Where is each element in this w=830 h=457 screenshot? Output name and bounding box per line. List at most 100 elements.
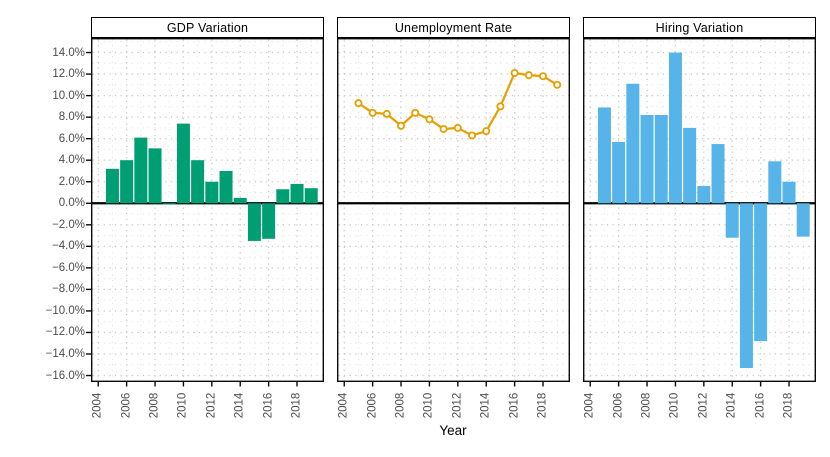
x-tick-label: 2012 <box>205 392 218 419</box>
data-point <box>397 121 406 130</box>
bar <box>276 189 290 204</box>
x-tick-label: 2004 <box>91 392 104 419</box>
bar <box>668 52 682 204</box>
data-point <box>439 124 448 133</box>
y-tick-label: −12.0% <box>45 326 85 339</box>
bar <box>219 170 233 204</box>
panel-gdp-variation <box>90 37 325 387</box>
data-point <box>411 108 420 117</box>
bar <box>191 160 205 204</box>
y-tick-label: 2.0% <box>58 175 85 188</box>
panel-border <box>582 37 817 383</box>
bar <box>597 107 611 204</box>
x-tick-label: 2010 <box>668 392 681 419</box>
x-tick-label: 2006 <box>120 392 133 419</box>
bar <box>725 203 739 238</box>
x-tick-label: 2016 <box>262 392 275 419</box>
panel-hiring-variation <box>582 37 817 387</box>
y-tick-label: −10.0% <box>45 304 85 317</box>
x-tick-label: 2008 <box>148 392 161 419</box>
data-point <box>482 127 491 136</box>
y-tick-label: 6.0% <box>58 132 85 145</box>
y-tick-label: −8.0% <box>52 283 85 296</box>
panel-unemployment-rate <box>336 37 571 387</box>
facet-title: Unemployment Rate <box>394 20 513 35</box>
bar <box>205 181 219 204</box>
bar <box>654 114 668 204</box>
data-point <box>524 71 533 80</box>
bar <box>754 203 768 342</box>
bar <box>612 141 626 204</box>
bar <box>105 168 119 204</box>
x-tick-label: 2006 <box>366 392 379 419</box>
y-tick-label: −14.0% <box>45 348 85 360</box>
panel-border <box>90 37 325 383</box>
data-point <box>539 72 548 81</box>
x-axis-title: Year <box>439 423 467 438</box>
y-tick-label: 10.0% <box>52 89 85 102</box>
bar <box>176 123 190 204</box>
x-tick-label: 2006 <box>612 392 625 419</box>
bar <box>796 203 810 237</box>
x-tick-label: 2008 <box>640 392 653 419</box>
bar <box>120 160 134 204</box>
y-tick-label: 12.0% <box>52 68 85 81</box>
facet-title: Hiring Variation <box>655 20 744 35</box>
y-tick-label: −6.0% <box>52 261 85 274</box>
y-tick-label: 4.0% <box>58 154 85 167</box>
data-point <box>510 68 519 77</box>
bar <box>134 137 148 204</box>
bar <box>697 186 711 204</box>
y-axis-ticks <box>86 51 91 377</box>
x-tick-label: 2014 <box>233 392 246 419</box>
y-tick-label: −16.0% <box>45 369 85 382</box>
bar <box>247 203 261 241</box>
data-point <box>553 80 562 89</box>
x-tick-label: 2004 <box>337 392 350 419</box>
x-tick-label: 2018 <box>290 392 303 419</box>
bar <box>162 203 176 205</box>
bar <box>640 114 654 204</box>
bar <box>782 181 796 204</box>
facet-title: GDP Variation <box>166 20 249 35</box>
x-tick-label: 2014 <box>479 392 492 419</box>
bar <box>626 83 640 204</box>
facet-strip-hiring: Hiring Variation <box>583 17 816 38</box>
x-tick-label: 2012 <box>697 392 710 419</box>
x-tick-label: 2016 <box>754 392 767 419</box>
bar <box>711 144 725 204</box>
y-tick-label: −4.0% <box>52 240 85 253</box>
x-tick-label: 2016 <box>508 392 521 419</box>
x-tick-label: 2010 <box>422 392 435 419</box>
bar <box>683 127 697 204</box>
bar <box>233 197 247 204</box>
data-point <box>425 115 434 124</box>
x-tick-label: 2014 <box>725 392 738 419</box>
data-point <box>354 99 363 108</box>
y-tick-label: −2.0% <box>52 218 85 231</box>
data-point <box>453 123 462 132</box>
bar <box>262 203 276 239</box>
x-tick-label: 2010 <box>176 392 189 419</box>
bar <box>739 203 753 369</box>
panel-border <box>336 37 571 383</box>
x-tick-label: 2012 <box>451 392 464 419</box>
y-tick-label: 0.0% <box>58 197 85 210</box>
data-point <box>382 109 391 118</box>
x-tick-label: 2004 <box>583 392 596 419</box>
bar <box>304 188 318 204</box>
bar <box>768 161 782 204</box>
data-point <box>368 108 377 117</box>
data-point <box>496 102 505 111</box>
y-tick-label: 8.0% <box>58 111 85 124</box>
facet-strip-gdp: GDP Variation <box>91 17 324 38</box>
bar <box>148 148 162 204</box>
x-tick-label: 2018 <box>536 392 549 419</box>
bar <box>290 183 304 204</box>
data-point <box>468 131 477 140</box>
x-tick-label: 2018 <box>782 392 795 419</box>
facet-strip-unemployment: Unemployment Rate <box>337 17 570 38</box>
x-tick-label: 2008 <box>394 392 407 419</box>
y-tick-label: 14.0% <box>52 46 85 59</box>
